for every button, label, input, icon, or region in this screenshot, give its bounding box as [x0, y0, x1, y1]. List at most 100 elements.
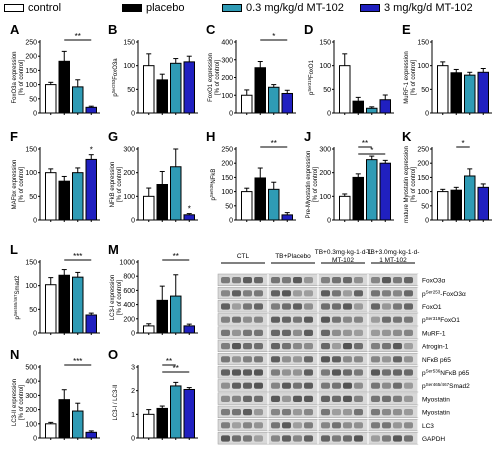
blot-band: [221, 343, 230, 350]
blot-band: [332, 369, 341, 376]
blot-band: [293, 343, 302, 350]
panel-b-bar: [170, 62, 182, 114]
panel-e-ylabel: [% of control]: [411, 60, 417, 95]
panel-n-ytick-label: 100: [25, 421, 37, 428]
blot-row-label: FoxO1: [422, 304, 442, 311]
panel-j-ylabel: Pre-Myostatin expression: [306, 151, 312, 219]
blot-band: [371, 356, 380, 363]
blot-band: [321, 316, 330, 323]
panel-d-bar: [339, 65, 351, 114]
blot-band: [282, 422, 291, 429]
blot-band: [354, 277, 363, 284]
blot-band: [243, 409, 252, 416]
panel-h-ytick-label: 150: [221, 175, 233, 182]
blot-band: [254, 382, 263, 389]
panel-o-ytick-label: 1: [131, 412, 135, 419]
blot-band: [293, 303, 302, 310]
legend-swatch-placebo: [122, 4, 142, 12]
panel-e-ytick-label: 50: [421, 87, 429, 94]
blot-band: [332, 277, 341, 284]
blot-band: [371, 395, 380, 402]
panel-l-ytick-label: 50: [29, 307, 37, 314]
blot-band: [293, 382, 302, 389]
blot-band: [343, 356, 352, 363]
blot-band: [371, 409, 380, 416]
blot-band: [232, 329, 241, 336]
panel-f-bar: [58, 180, 70, 221]
blot-band: [232, 277, 241, 284]
blot-band: [343, 409, 352, 416]
blot-band: [382, 343, 391, 350]
blot-band: [243, 343, 252, 350]
blot-band: [332, 303, 341, 310]
blot-band: [321, 329, 330, 336]
legend-swatch-low-dose: [222, 4, 242, 12]
panel-c-ytick-label: 400: [221, 40, 233, 47]
panel-m-ylabel: [% of control]: [117, 280, 123, 315]
legend-item-control: control: [4, 2, 61, 14]
blot-band: [304, 409, 313, 416]
blot-band: [393, 369, 402, 376]
blot-row-label: Myostatin: [422, 396, 450, 403]
panel-a-bar: [45, 84, 57, 114]
blot-band: [404, 329, 413, 336]
panel-j-ylabel: [% of control]: [313, 167, 319, 202]
panel-j-ytick-label: 200: [319, 170, 331, 177]
panel-a-ytick-label: 0: [33, 111, 37, 118]
blot-band: [243, 316, 252, 323]
blot-band: [282, 395, 291, 402]
panel-l-ylabel: pSer465/467Smad2: [13, 275, 21, 320]
legend-swatch-control: [4, 4, 24, 12]
blot-band: [321, 356, 330, 363]
blot-band: [321, 435, 330, 442]
blot-band: [282, 369, 291, 376]
blot-band: [382, 303, 391, 310]
blot-band: [232, 395, 241, 402]
blot-band: [232, 316, 241, 323]
blot-band: [293, 277, 302, 284]
panel-d-ytick-label: 0: [327, 111, 331, 118]
blot-band: [232, 343, 241, 350]
blot-band: [393, 329, 402, 336]
panel-k-ytick-label: 250: [417, 147, 429, 154]
panel-m-bar: [183, 325, 195, 334]
blot-band: [243, 290, 252, 297]
panel-n-ytick-label: 200: [25, 407, 37, 414]
blot-band: [343, 290, 352, 297]
panel-l-letter: L: [10, 242, 18, 257]
blot-band: [382, 409, 391, 416]
blot-band: [332, 435, 341, 442]
blot-band: [382, 356, 391, 363]
panel-e-ylabel: MuRF-1 expression: [404, 51, 410, 103]
blot-band: [221, 303, 230, 310]
panel-o-bar: [183, 388, 195, 439]
panel-j-ytick-label: 100: [319, 194, 331, 201]
blot-band: [321, 422, 330, 429]
panel-k-sig-label: *: [461, 139, 464, 148]
blot-band: [282, 316, 291, 323]
blot-band: [393, 343, 402, 350]
blot-band: [271, 395, 280, 402]
panel-a-ylabel: FoxO3a expression: [12, 51, 18, 103]
panel-j-bar: [339, 195, 351, 221]
panel-n-ylabel: [% of control]: [19, 385, 25, 420]
panel-l-sig-label: ***: [73, 252, 82, 261]
panel-o-ytick-label: 0: [131, 436, 135, 443]
blot-band: [354, 303, 363, 310]
panel-g-bar: [143, 195, 155, 221]
blot-band: [243, 382, 252, 389]
panel-b-ytick-label: 50: [127, 87, 135, 94]
panel-a-ytick-label: 150: [25, 68, 37, 75]
blot-band: [354, 422, 363, 429]
blot-band: [282, 303, 291, 310]
blot-row-label: pSer253-FoxO3α: [422, 290, 466, 298]
panel-g-ylabel: [% of control]: [117, 167, 123, 202]
blot-band: [343, 395, 352, 402]
blot-band: [271, 435, 280, 442]
blot-band: [382, 369, 391, 376]
blot-band: [271, 422, 280, 429]
blot-band: [332, 316, 341, 323]
blot-band: [382, 435, 391, 442]
blot-band: [254, 303, 263, 310]
blot-band: [371, 277, 380, 284]
